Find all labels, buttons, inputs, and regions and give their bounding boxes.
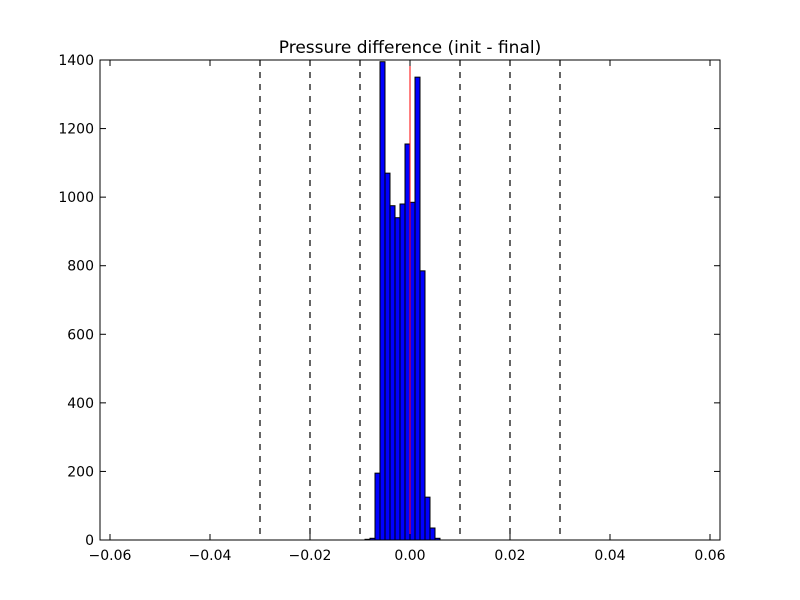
histogram-bar-2	[374, 472, 381, 541]
histogram-bar-9	[409, 201, 416, 541]
y-tick-labels: 0 200 400 600 800 1000 1200 1400	[58, 53, 94, 549]
histogram-bar-8	[404, 143, 411, 541]
y-tick-label-7: 1400	[58, 53, 94, 69]
y-tick-label-1: 200	[67, 464, 94, 480]
histogram-bar-12	[424, 496, 431, 541]
y-tick-label-6: 1200	[58, 122, 94, 138]
y-tick-label-0: 0	[85, 533, 94, 549]
reference-lines	[259, 60, 561, 540]
x-tick-label-4: 0.02	[494, 548, 525, 564]
x-tick-label-5: 0.04	[594, 548, 625, 564]
x-tick-label-6: 0.06	[694, 548, 725, 564]
histogram-bar-5	[389, 205, 396, 541]
axis-ticks	[100, 59, 720, 541]
histogram-bar-11	[419, 270, 426, 541]
y-tick-label-4: 800	[67, 259, 94, 275]
chart-title: Pressure difference (init - final)	[279, 38, 541, 58]
x-tick-labels: −0.06 −0.04 −0.02 0.00 0.02 0.04 0.06	[89, 548, 726, 564]
histogram-bar-10	[414, 76, 421, 541]
histogram-bars	[364, 61, 441, 541]
x-tick-label-2: −0.02	[289, 548, 332, 564]
histogram-bar-3	[379, 61, 386, 541]
histogram-bar-4	[384, 172, 391, 541]
x-tick-label-3: 0.00	[394, 548, 425, 564]
histogram-bar-6	[394, 217, 401, 541]
y-tick-label-2: 400	[67, 396, 94, 412]
y-tick-label-5: 1000	[58, 190, 94, 206]
y-tick-label-3: 600	[67, 327, 94, 343]
x-tick-label-1: −0.04	[189, 548, 232, 564]
x-tick-label-0: −0.06	[89, 548, 132, 564]
histogram-bar-13	[429, 527, 436, 541]
histogram-bar-7	[399, 203, 406, 541]
